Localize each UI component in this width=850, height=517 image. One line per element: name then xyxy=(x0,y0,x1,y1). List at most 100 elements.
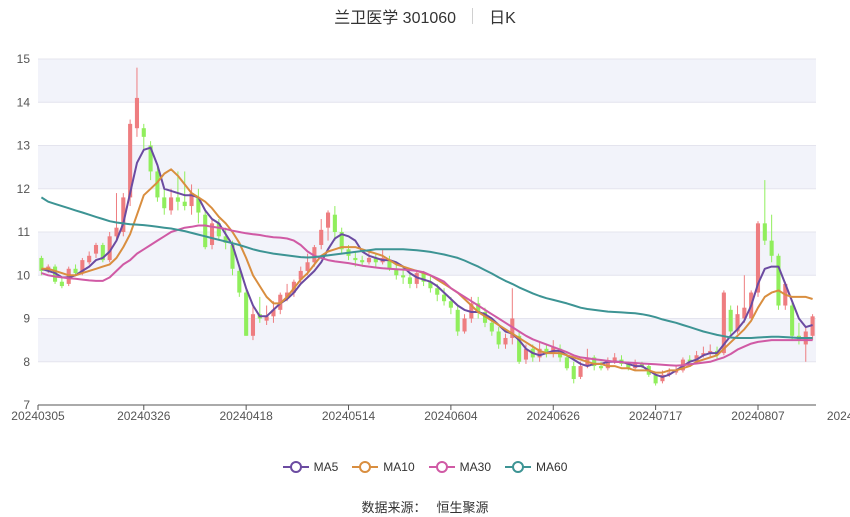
candle-body xyxy=(790,305,795,336)
chart-title: 兰卫医学 301060 xyxy=(334,10,457,27)
candle-body xyxy=(564,357,569,369)
candle-body xyxy=(612,357,617,362)
candle-body xyxy=(305,262,310,271)
candle-body xyxy=(517,335,522,362)
legend-swatch-icon xyxy=(352,461,379,473)
candle-body xyxy=(100,244,105,261)
candle-body xyxy=(107,236,112,261)
x-tick-label: 20240418 xyxy=(219,409,273,423)
candle-body xyxy=(189,193,194,207)
source-label: 数据来源： xyxy=(361,500,427,515)
x-tick-label: 20240305 xyxy=(11,409,65,423)
candle-body xyxy=(332,214,337,232)
grid-band xyxy=(38,145,816,189)
legend-item-ma30[interactable]: MA30 xyxy=(428,460,491,474)
y-tick-label: 14 xyxy=(17,95,31,109)
y-tick-label: 10 xyxy=(17,268,31,282)
candle-body xyxy=(394,268,399,276)
candle-body xyxy=(59,281,64,287)
candle-body xyxy=(325,212,331,228)
candle-body xyxy=(155,171,160,198)
candle-body xyxy=(708,350,713,354)
candle-body xyxy=(339,232,344,250)
source-provider: 恒生聚源 xyxy=(436,500,489,515)
y-tick-label: 13 xyxy=(17,139,31,153)
candle-body xyxy=(114,227,119,237)
candle-body xyxy=(551,346,556,354)
legend-item-ma60[interactable]: MA60 xyxy=(505,460,567,474)
candle-body xyxy=(387,260,392,269)
candle-body xyxy=(701,353,706,356)
candle-body xyxy=(209,223,215,245)
legend-swatch-icon xyxy=(282,461,309,473)
candle-body xyxy=(469,303,474,319)
candle-body xyxy=(373,257,378,263)
ma60-line xyxy=(40,196,813,339)
candle-body xyxy=(353,257,358,261)
chart-period: 日K xyxy=(489,10,516,27)
candle-body xyxy=(503,337,508,345)
candle-body xyxy=(660,374,665,382)
title-divider xyxy=(472,8,474,24)
candle-body xyxy=(148,145,153,172)
x-tick-label: 20240326 xyxy=(117,409,171,423)
ma30-line xyxy=(41,224,813,367)
candle-body xyxy=(523,348,529,360)
candle-body xyxy=(578,366,583,377)
candle-body xyxy=(721,292,726,354)
candle-body xyxy=(414,273,419,284)
x-tick-label: 20240807 xyxy=(731,409,785,423)
grid-band xyxy=(38,232,816,276)
candle-body xyxy=(735,314,740,332)
candle-body xyxy=(134,97,140,129)
candle-body xyxy=(755,223,761,293)
candle-body xyxy=(182,201,187,207)
candle-body xyxy=(428,281,433,289)
candle-body xyxy=(87,255,92,263)
candle-body xyxy=(537,348,542,358)
candle-body xyxy=(592,357,597,367)
y-tick-label: 12 xyxy=(17,182,31,196)
candle-body xyxy=(196,197,201,213)
x-tick-label: 20240717 xyxy=(629,409,683,423)
y-tick-label: 8 xyxy=(23,355,30,369)
candle-body xyxy=(66,268,71,284)
candle-body xyxy=(626,363,631,369)
candle-body xyxy=(298,270,303,280)
candle-body xyxy=(769,240,774,256)
legend-item-ma5[interactable]: MA5 xyxy=(282,460,339,474)
candle-body xyxy=(598,366,604,369)
candle-body xyxy=(489,322,494,332)
candle-body xyxy=(687,359,692,362)
candle-body xyxy=(175,197,180,202)
candle-body xyxy=(742,307,747,319)
grid-band xyxy=(38,318,816,362)
legend-label: MA5 xyxy=(313,460,339,474)
candle-body xyxy=(285,292,290,297)
legend-item-ma10[interactable]: MA10 xyxy=(352,460,415,474)
candle-body xyxy=(244,292,249,336)
x-tick-label: 20240604 xyxy=(424,409,478,423)
candle-body xyxy=(421,273,426,282)
candle-body xyxy=(571,366,576,380)
candle-body xyxy=(319,229,324,245)
candle-body xyxy=(728,309,733,332)
candle-body xyxy=(448,301,453,308)
candle-body xyxy=(360,260,365,263)
candle-body xyxy=(462,318,467,332)
y-tick-label: 11 xyxy=(18,225,31,239)
candle-body xyxy=(605,361,610,369)
y-tick-label: 7 xyxy=(23,398,30,412)
candle-body xyxy=(639,363,645,367)
candle-body xyxy=(93,244,99,254)
candle-body xyxy=(401,275,406,278)
candle-body xyxy=(73,268,78,274)
candle-body xyxy=(203,214,208,248)
candle-body xyxy=(653,374,658,384)
candle-body xyxy=(442,294,447,302)
candle-body xyxy=(810,316,815,336)
y-tick-label: 9 xyxy=(23,312,30,326)
candle-body xyxy=(366,257,372,263)
legend-swatch-icon xyxy=(505,461,532,473)
